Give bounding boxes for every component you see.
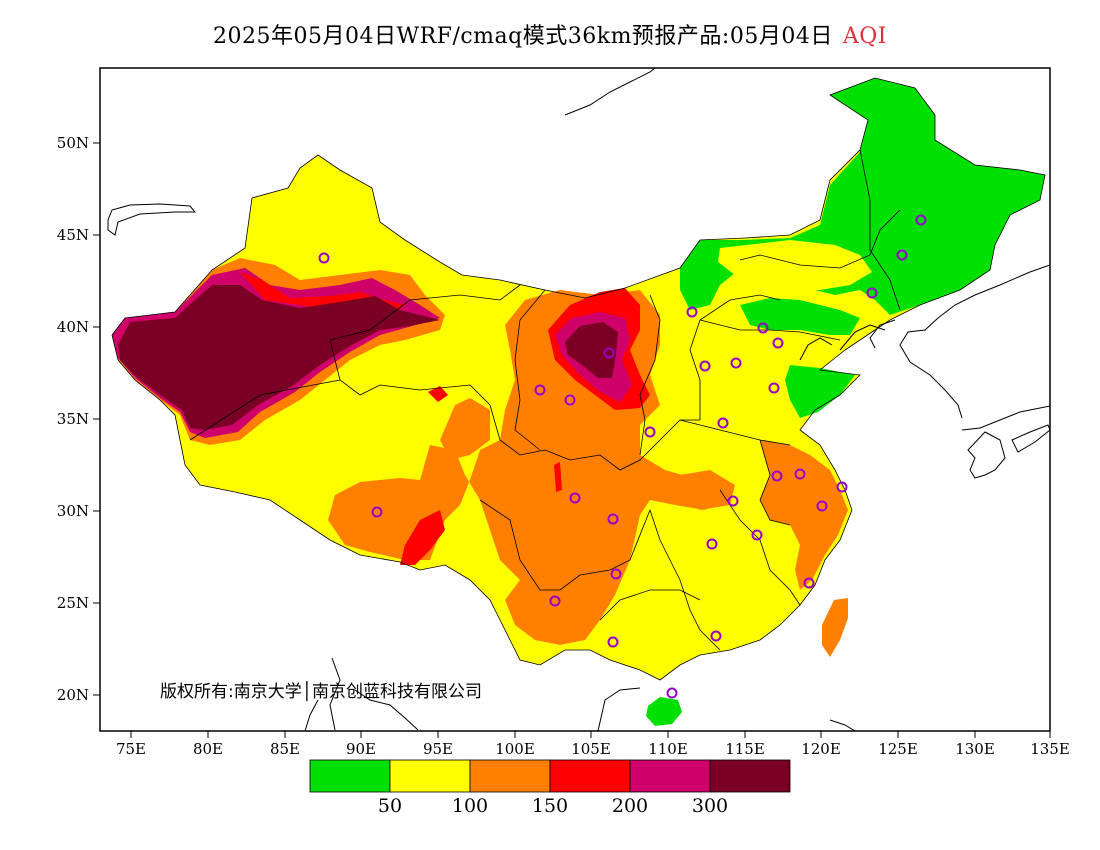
x-tick-label: 105E	[571, 740, 611, 758]
legend-label: 150	[532, 795, 568, 817]
city-marker	[794, 468, 806, 480]
province-boundaries	[111, 77, 1046, 681]
region-good-shandong	[785, 365, 855, 418]
coastlines	[107, 68, 1050, 731]
legend-swatch	[309, 759, 391, 793]
legend-swatch	[709, 759, 791, 793]
map-title: 2025年05月04日WRF/cmaq模式36km预报产品:05月04日 AQI	[0, 18, 1100, 50]
city-marker	[549, 595, 561, 607]
x-tick-label: 110E	[648, 740, 688, 758]
x-tick-label: 85E	[270, 740, 300, 758]
region-moderate-inner-mongolia	[718, 240, 872, 290]
x-tick-label: 100E	[495, 740, 535, 758]
y-tick-label: 25N	[57, 594, 89, 612]
region-taiwan	[822, 598, 848, 657]
city-marker	[706, 538, 718, 550]
region-hainan	[646, 697, 682, 726]
legend-swatch	[469, 759, 551, 793]
city-marker	[757, 322, 769, 334]
city-marker	[699, 360, 711, 372]
aqi-field: 版权所有:南京大学│南京创蓝科技有限公司	[107, 68, 1050, 731]
title-variable: AQI	[842, 24, 887, 49]
city-marker	[717, 417, 729, 429]
x-tick-label: 130E	[955, 740, 995, 758]
city-marker	[371, 506, 383, 518]
city-marker	[816, 500, 828, 512]
city-marker	[772, 337, 784, 349]
city-marker	[710, 630, 722, 642]
y-tick-labels: 50N 45N 40N 35N 30N 25N 20N	[57, 134, 89, 704]
city-marker	[771, 470, 783, 482]
city-marker	[803, 577, 815, 589]
city-marker	[610, 568, 622, 580]
region-hazardous-ordos	[565, 322, 618, 378]
title-main: 2025年05月04日WRF/cmaq模式36km预报产品:05月04日	[213, 24, 833, 49]
y-tick-label: 50N	[57, 134, 89, 152]
city-marker	[866, 287, 878, 299]
city-marker	[915, 214, 927, 226]
x-tick-label: 115E	[725, 740, 765, 758]
city-marker	[318, 252, 330, 264]
city-marker	[730, 357, 742, 369]
x-tick-label: 80E	[193, 740, 223, 758]
legend-label: 200	[612, 795, 648, 817]
city-marker	[666, 687, 678, 699]
region-usg-qinghai	[440, 398, 490, 460]
city-marker	[607, 513, 619, 525]
city-marker	[569, 492, 581, 504]
copyright-text: 版权所有:南京大学│南京创蓝科技有限公司	[160, 681, 482, 702]
x-tick-labels: 75E 80E 85E 90E 95E 100E 105E 110E 115E …	[116, 740, 1070, 758]
region-unhealthy-sichuan-spot	[554, 462, 562, 492]
y-tick-label: 20N	[57, 686, 89, 704]
y-tick-label: 40N	[57, 318, 89, 336]
legend-swatch	[549, 759, 631, 793]
region-hazardous-xinjiang	[118, 285, 440, 430]
city-marker	[686, 306, 698, 318]
region-good-liaoning	[740, 298, 860, 335]
legend-label: 100	[452, 795, 488, 817]
city-marker	[896, 249, 908, 261]
city-marker	[603, 347, 615, 359]
city-marker	[768, 382, 780, 394]
legend-swatch	[389, 759, 471, 793]
city-markers	[318, 214, 927, 699]
x-tick-label: 125E	[878, 740, 918, 758]
x-tick-label: 75E	[116, 740, 146, 758]
x-tick-label: 135E	[1030, 740, 1070, 758]
y-tick-label: 30N	[57, 502, 89, 520]
y-tick-marks	[93, 142, 100, 696]
region-unhealthy-qinghai-spot	[428, 386, 448, 402]
x-tick-label: 120E	[801, 740, 841, 758]
y-tick-label: 45N	[57, 226, 89, 244]
city-marker	[644, 426, 656, 438]
region-usg-hubei	[680, 470, 735, 510]
region-unhealthy-tibet	[400, 510, 445, 565]
city-marker	[751, 529, 763, 541]
city-marker	[534, 384, 546, 396]
y-tick-label: 35N	[57, 410, 89, 428]
aqi-legend: 50 100 150 200 300	[309, 759, 791, 817]
city-marker	[564, 394, 576, 406]
x-tick-label: 95E	[423, 740, 453, 758]
legend-label: 50	[378, 795, 402, 817]
x-tick-marks	[130, 731, 1051, 738]
x-tick-label: 90E	[346, 740, 376, 758]
city-marker	[836, 481, 848, 493]
city-marker	[607, 636, 619, 648]
city-marker	[727, 495, 739, 507]
legend-label: 300	[692, 795, 728, 817]
legend-swatch	[629, 759, 711, 793]
